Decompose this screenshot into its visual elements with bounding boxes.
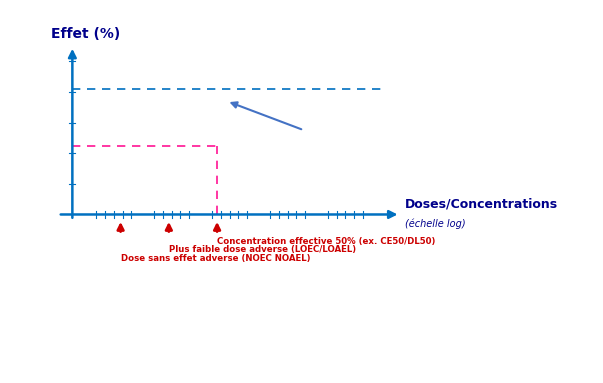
Text: Dose sans effet adverse (NOEC NOAEL): Dose sans effet adverse (NOEC NOAEL) [121, 254, 310, 263]
Text: (échelle log): (échelle log) [405, 218, 466, 229]
Text: Plus faible dose adverse (LOEC/LOAEL): Plus faible dose adverse (LOEC/LOAEL) [169, 245, 356, 254]
Text: Effet (%): Effet (%) [51, 27, 120, 41]
Text: Concentration effective 50% (ex. CE50/DL50): Concentration effective 50% (ex. CE50/DL… [217, 237, 435, 246]
Text: Doses/Concentrations: Doses/Concentrations [405, 197, 558, 210]
